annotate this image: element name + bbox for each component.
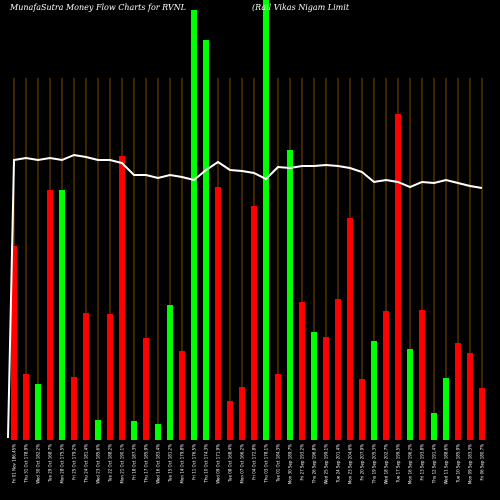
tick-label-xtick-05: Mon 28 Oct 175.5% xyxy=(60,444,65,484)
tick-label-xtick-35: Fri 13 Sep 193.8% xyxy=(420,444,425,481)
tick-label-xtick-01: Fri 01 Nov 186.45% xyxy=(12,444,17,483)
bar-xtick-19 xyxy=(227,401,233,440)
tick-label-xtick-31: Thu 19 Sep 205.3% xyxy=(372,444,377,484)
tick-label-xtick-38: Tue 10 Sep 185.9% xyxy=(456,444,461,484)
bar-xtick-02 xyxy=(23,374,29,440)
bar-xtick-23 xyxy=(275,374,281,440)
bar-xtick-15 xyxy=(179,351,185,440)
tick-label-xtick-23: Tue 01 Oct 184.3% xyxy=(276,444,281,483)
bar-xtick-30 xyxy=(359,379,365,440)
tick-label-xtick-33: Tue 17 Sep 199.5% xyxy=(396,444,401,484)
bar-xtick-10 xyxy=(119,156,125,440)
tick-label-xtick-39: Mon 09 Sep 183.3% xyxy=(468,444,473,484)
tick-label-xtick-14: Tue 15 Oct 181.2% xyxy=(168,444,173,483)
tick-label-xtick-22: Thu 03 Oct 178.1% xyxy=(264,444,269,484)
tick-label-xtick-32: Wed 18 Sep 202.7% xyxy=(384,444,389,485)
bar-xtick-11 xyxy=(131,421,137,440)
tick-label-xtick-30: Fri 20 Sep 207.9% xyxy=(360,444,365,481)
bar-xtick-38 xyxy=(455,343,461,440)
tick-label-xtick-04: Tue 29 Oct 168.7% xyxy=(48,444,53,483)
bar-xtick-33 xyxy=(395,114,401,440)
tick-label-xtick-19: Tue 08 Oct 168.4% xyxy=(228,444,233,483)
bar-xtick-40 xyxy=(479,388,485,440)
tick-label-xtick-08: Wed 23 Oct 185.6% xyxy=(96,444,101,484)
bar-xtick-14 xyxy=(167,305,173,440)
tick-label-xtick-20: Mon 07 Oct 166.2% xyxy=(240,444,245,484)
tick-label-xtick-12: Thu 17 Oct 185.9% xyxy=(144,444,149,484)
tick-label-xtick-02: Thu 31 Oct 178.9% xyxy=(24,444,29,484)
bars xyxy=(11,0,485,440)
bar-xtick-29 xyxy=(347,218,353,440)
bar-xtick-17 xyxy=(203,40,209,440)
tick-label-xtick-06: Fri 25 Oct 179.2% xyxy=(72,444,77,480)
tick-label-xtick-16: Fri 11 Oct 176.5% xyxy=(192,444,197,480)
bar-xtick-08 xyxy=(95,420,101,440)
tick-label-xtick-29: Mon 23 Sep 204.6% xyxy=(348,444,353,484)
tick-label-xtick-28: Tue 24 Sep 201.4% xyxy=(336,444,341,484)
bar-xtick-04 xyxy=(47,190,53,440)
series-line xyxy=(7,153,483,439)
chart-subtitle: (Rail Vikas Nigam Limit xyxy=(252,3,350,12)
bar-xtick-24 xyxy=(287,150,293,440)
x-tick-labels: Fri 01 Nov 186.45% Thu 31 Oct 178.9% Wed 3… xyxy=(12,444,485,485)
tick-label-xtick-26: Thu 26 Sep 196.8% xyxy=(312,444,317,484)
tick-label-xtick-24: Mon 30 Sep 189.7% xyxy=(288,444,293,484)
bar-xtick-03 xyxy=(35,384,41,440)
bar-xtick-07 xyxy=(83,313,89,440)
bar-xtick-13 xyxy=(155,424,161,440)
tick-label-xtick-34: Mon 16 Sep 196.2% xyxy=(408,444,413,484)
bar-xtick-39 xyxy=(467,353,473,440)
tick-label-xtick-27: Wed 25 Sep 199.1% xyxy=(324,444,329,485)
tick-label-xtick-09: Tue 22 Oct 188.2% xyxy=(108,444,113,483)
bar-xtick-18 xyxy=(215,187,221,440)
bar-xtick-16 xyxy=(191,10,197,440)
tick-label-xtick-18: Wed 09 Oct 171.9% xyxy=(216,444,221,484)
bar-xtick-22 xyxy=(263,0,269,440)
tick-label-xtick-36: Thu 12 Sep 191.4% xyxy=(432,444,437,484)
tick-label-xtick-21: Fri 04 Oct 172.8% xyxy=(252,444,257,480)
bar-xtick-05 xyxy=(59,190,65,440)
chart-title: MunafaSutra Money Flow Charts for RVNL xyxy=(9,3,186,12)
bar-xtick-31 xyxy=(371,341,377,440)
bar-xtick-20 xyxy=(239,387,245,440)
tick-label-xtick-11: Fri 18 Oct 187.3% xyxy=(132,444,137,480)
bar-xtick-25 xyxy=(299,302,305,440)
bar-xtick-32 xyxy=(383,311,389,440)
tick-label-xtick-13: Wed 16 Oct 183.4% xyxy=(156,444,161,484)
bar-xtick-01 xyxy=(11,246,17,440)
bar-xtick-12 xyxy=(143,338,149,440)
tick-label-xtick-15: Mon 14 Oct 179.8% xyxy=(180,444,185,484)
tick-label-xtick-10: Mon 21 Oct 190.1% xyxy=(120,444,125,484)
tick-label-xtick-40: Fri 06 Sep 180.7% xyxy=(480,444,485,481)
tick-label-xtick-37: Wed 11 Sep 188.6% xyxy=(444,444,449,485)
bar-xtick-35 xyxy=(419,310,425,440)
tick-label-xtick-25: Fri 27 Sep 193.2% xyxy=(300,444,305,481)
bar-xtick-27 xyxy=(323,337,329,440)
tick-label-xtick-03: Wed 30 Oct 182.2% xyxy=(36,444,41,484)
bar-xtick-36 xyxy=(431,413,437,440)
bar-xtick-34 xyxy=(407,349,413,440)
bar-xtick-37 xyxy=(443,378,449,440)
bar-xtick-21 xyxy=(251,206,257,440)
bar-xtick-26 xyxy=(311,332,317,440)
bar-xtick-09 xyxy=(107,314,113,440)
tick-label-xtick-17: Thu 10 Oct 174.3% xyxy=(204,444,209,484)
tick-label-xtick-07: Thu 24 Oct 181.4% xyxy=(84,444,89,484)
bar-xtick-06 xyxy=(71,377,77,440)
bar-xtick-28 xyxy=(335,299,341,440)
